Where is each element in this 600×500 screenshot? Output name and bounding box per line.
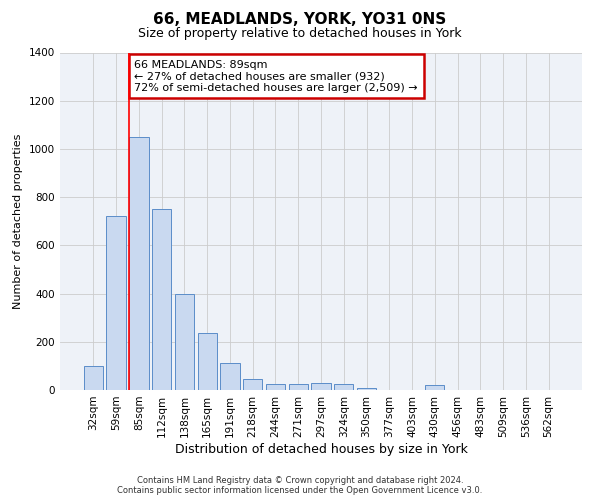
Bar	[152, 209, 172, 390]
Bar	[129, 137, 149, 390]
Text: 66 MEADLANDS: 89sqm
← 27% of detached houses are smaller (932)
72% of semi-detac: 66 MEADLANDS: 89sqm ← 27% of detached ho…	[134, 60, 418, 93]
Text: 66, MEADLANDS, YORK, YO31 0NS: 66, MEADLANDS, YORK, YO31 0NS	[154, 12, 446, 28]
Text: Size of property relative to detached houses in York: Size of property relative to detached ho…	[138, 28, 462, 40]
Bar	[106, 216, 126, 390]
Bar	[289, 384, 308, 390]
X-axis label: Distribution of detached houses by size in York: Distribution of detached houses by size …	[175, 442, 467, 456]
Bar	[334, 384, 353, 390]
Bar	[266, 384, 285, 390]
Bar	[84, 366, 103, 390]
Bar	[311, 383, 331, 390]
Bar	[425, 385, 445, 390]
Y-axis label: Number of detached properties: Number of detached properties	[13, 134, 23, 309]
Bar	[243, 379, 262, 390]
Bar	[197, 334, 217, 390]
Bar	[175, 294, 194, 390]
Text: Contains HM Land Registry data © Crown copyright and database right 2024.
Contai: Contains HM Land Registry data © Crown c…	[118, 476, 482, 495]
Bar	[357, 388, 376, 390]
Bar	[220, 364, 239, 390]
